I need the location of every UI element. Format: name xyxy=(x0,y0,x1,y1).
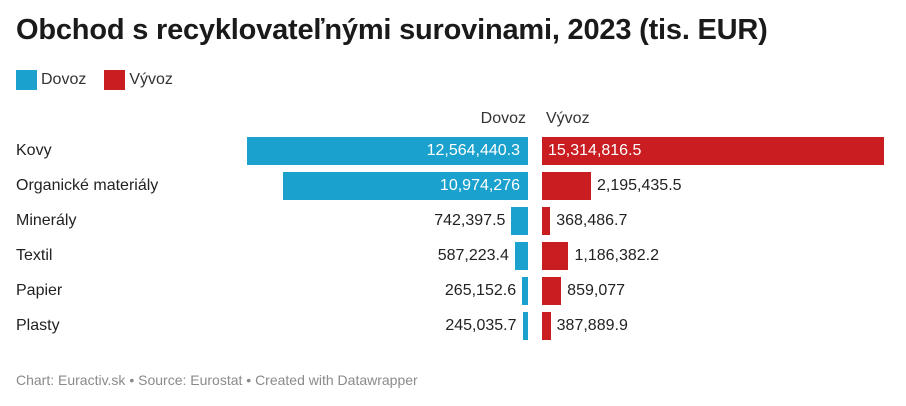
column-header-dovoz: Dovoz xyxy=(480,110,526,127)
category-label-textil: Textil xyxy=(16,247,53,264)
value-label-dovoz-textil: 587,223.4 xyxy=(437,247,509,264)
value-label-vyvoz-mineraly: 368,486.7 xyxy=(556,212,628,229)
value-label-dovoz-papier: 265,152.6 xyxy=(444,282,517,299)
value-label-vyvoz-plasty: 387,889.9 xyxy=(556,317,628,334)
legend-label-vyvoz: Vývoz xyxy=(129,71,173,88)
bar-dovoz-papier xyxy=(522,277,528,305)
category-label-papier: Papier xyxy=(16,282,63,299)
bar-dovoz-organicke-materialy xyxy=(282,172,528,200)
column-header-vyvoz: Vývoz xyxy=(546,110,590,127)
bar-vyvoz-plasty xyxy=(542,312,551,340)
bar-vyvoz-papier xyxy=(542,277,562,305)
legend-item-dovoz: Dovoz xyxy=(16,70,86,90)
value-label-vyvoz-organicke-materialy: 2,195,435.5 xyxy=(597,177,682,194)
legend-label-dovoz: Dovoz xyxy=(41,71,87,88)
bar-vyvoz-mineraly xyxy=(542,207,551,235)
bar-dovoz-textil xyxy=(514,242,528,270)
legend-swatch-vyvoz xyxy=(104,70,126,90)
value-label-dovoz-plasty: 245,035.7 xyxy=(445,317,517,334)
value-label-vyvoz-kovy: 15,314,816.5 xyxy=(548,142,642,159)
category-label-plasty: Plasty xyxy=(16,317,60,334)
bar-vyvoz-organicke-materialy xyxy=(542,172,592,200)
bar-dovoz-plasty xyxy=(522,312,528,340)
chart-title: Obchod s recyklovateľnými surovinami, 20… xyxy=(16,14,768,46)
category-label-organicke-materialy: Organické materiály xyxy=(16,177,159,194)
value-label-dovoz-organicke-materialy: 10,974,276 xyxy=(439,177,520,194)
chart-footer: Chart: Euractiv.sk • Source: Eurostat • … xyxy=(16,372,418,388)
value-label-dovoz-mineraly: 742,397.5 xyxy=(434,212,506,229)
legend-item-vyvoz: Vývoz xyxy=(104,70,173,90)
legend: Dovoz Vývoz xyxy=(16,69,191,91)
bar-vyvoz-textil xyxy=(542,242,569,270)
bar-vyvoz-kovy xyxy=(542,137,884,165)
category-label-mineraly: Minerály xyxy=(16,212,77,229)
bar-dovoz-mineraly xyxy=(511,207,528,235)
legend-swatch-dovoz xyxy=(16,70,37,90)
value-label-vyvoz-textil: 1,186,382.2 xyxy=(574,247,660,264)
value-label-vyvoz-papier: 859,077 xyxy=(567,282,626,299)
category-label-kovy: Kovy xyxy=(16,142,52,159)
value-label-dovoz-kovy: 12,564,440.3 xyxy=(426,142,520,159)
bar-dovoz-kovy xyxy=(247,137,528,165)
